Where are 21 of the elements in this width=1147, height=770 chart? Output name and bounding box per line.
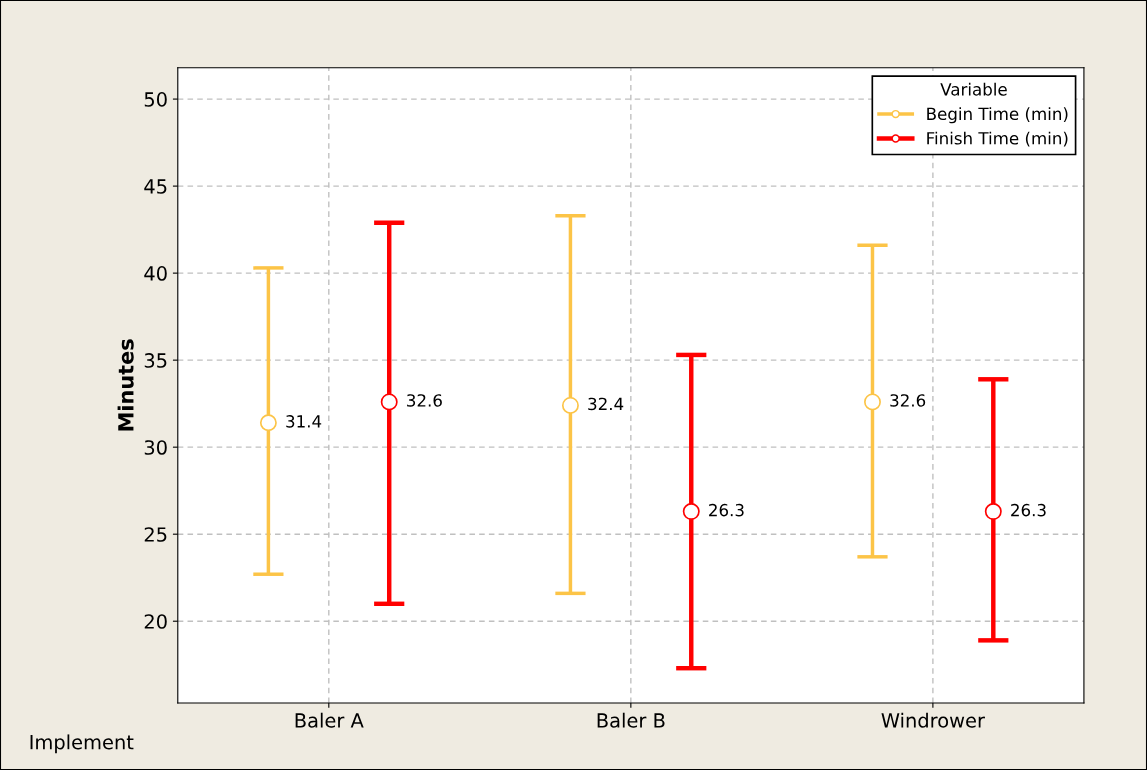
y-tick-label: 50: [144, 92, 167, 107]
y-tick-label: 40: [144, 266, 167, 281]
legend-label: Finish Time (min): [927, 131, 1068, 147]
data-label: 32.6: [407, 394, 442, 407]
y-tick-label: 25: [144, 527, 167, 542]
data-label: 32.4: [588, 397, 624, 411]
legend-title: Variable: [940, 82, 1007, 96]
x-tick-label: Baler A: [295, 712, 364, 728]
data-label: 31.4: [286, 415, 322, 428]
y-tick-label: 45: [144, 179, 167, 194]
legend-label: Begin Time (min): [927, 107, 1068, 124]
x-axis-title: Implement: [30, 734, 134, 754]
data-label: 26.3: [1011, 503, 1046, 517]
x-tick-label: Windrower: [881, 712, 985, 728]
x-tick-label: Baler B: [597, 712, 665, 728]
y-tick-label: 20: [144, 614, 167, 629]
y-axis-title: Minutes: [117, 339, 134, 431]
data-label: 26.3: [709, 503, 744, 517]
y-tick-label: 30: [144, 440, 167, 455]
data-label: 32.6: [890, 394, 926, 407]
y-tick-label: 35: [144, 353, 167, 368]
